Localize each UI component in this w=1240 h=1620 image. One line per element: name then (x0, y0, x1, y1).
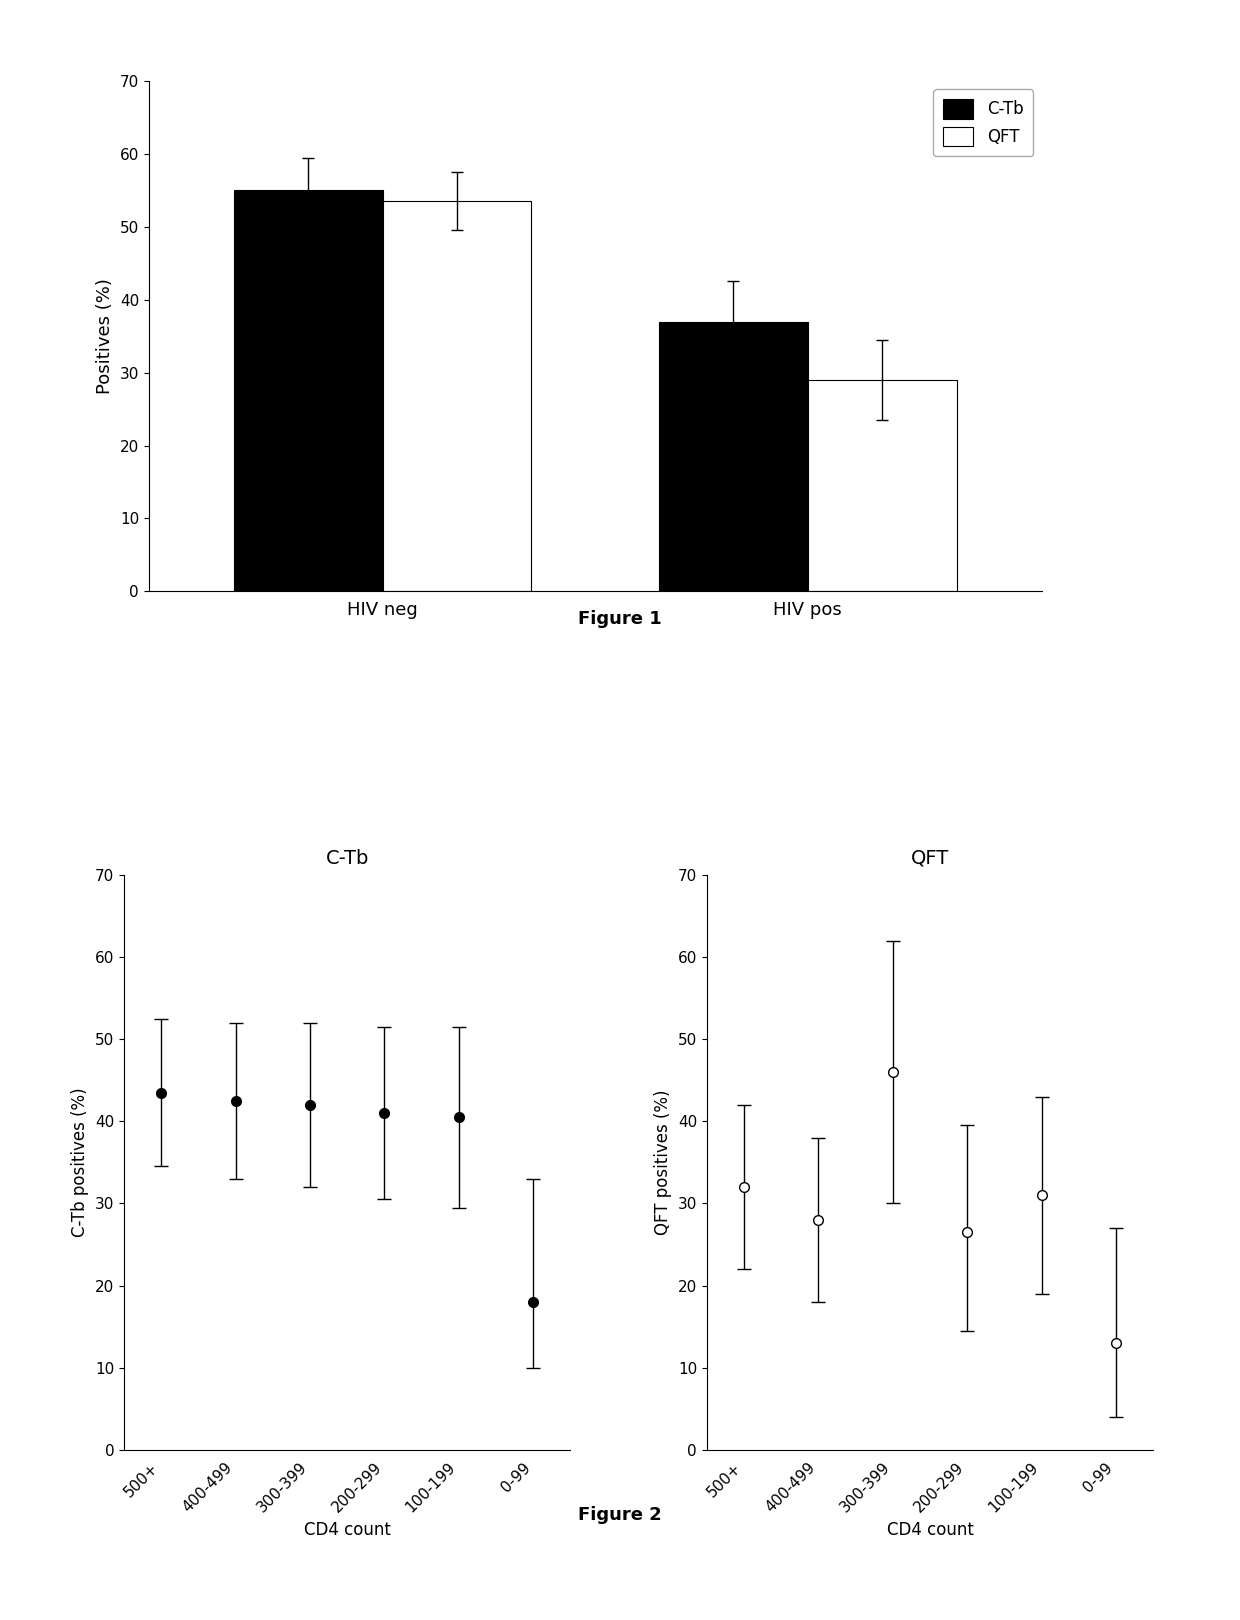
Y-axis label: QFT positives (%): QFT positives (%) (655, 1090, 672, 1234)
Bar (383, 201, 532, 591)
Title: C-Tb: C-Tb (326, 849, 368, 868)
Y-axis label: C-Tb positives (%): C-Tb positives (%) (72, 1087, 89, 1238)
Text: Figure 2: Figure 2 (578, 1505, 662, 1523)
Y-axis label: Positives (%): Positives (%) (97, 279, 114, 394)
Bar (234, 190, 383, 591)
Bar (807, 379, 956, 591)
Title: QFT: QFT (911, 849, 949, 868)
X-axis label: CD4 count: CD4 count (304, 1521, 391, 1539)
X-axis label: CD4 count: CD4 count (887, 1521, 973, 1539)
Text: Figure 1: Figure 1 (578, 609, 662, 627)
Bar (658, 321, 807, 591)
Legend: C-Tb, QFT: C-Tb, QFT (934, 89, 1033, 156)
